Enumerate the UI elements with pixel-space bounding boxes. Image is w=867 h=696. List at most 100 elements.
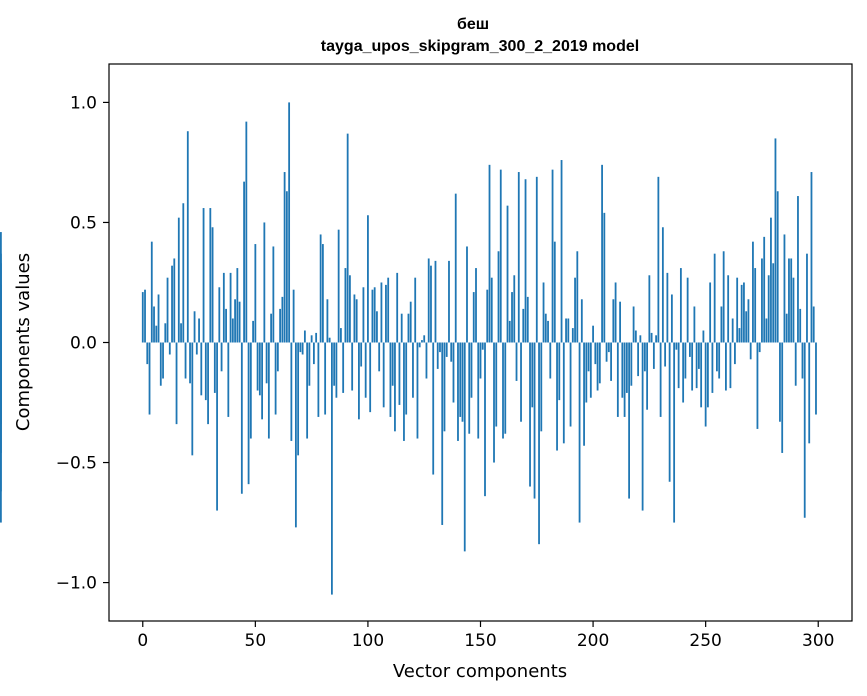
- bar: [470, 342, 473, 398]
- bar: [621, 342, 624, 398]
- bar: [315, 332, 318, 343]
- bar: [146, 342, 149, 365]
- bar: [412, 342, 414, 398]
- bar: [490, 277, 493, 343]
- bar: [684, 342, 687, 379]
- bar: [749, 342, 752, 360]
- bar: [770, 217, 772, 343]
- bar: [763, 236, 766, 343]
- bar: [592, 325, 594, 343]
- bar: [457, 342, 459, 441]
- bar: [520, 342, 522, 422]
- bar: [285, 191, 288, 343]
- bar: [358, 342, 360, 420]
- bar: [421, 340, 423, 343]
- bar: [394, 342, 396, 432]
- bar: [423, 335, 426, 343]
- bar: [682, 342, 685, 403]
- bar: [378, 342, 381, 372]
- bar: [396, 272, 399, 343]
- bar: [675, 342, 678, 350]
- bar: [297, 342, 300, 456]
- bar: [389, 342, 392, 417]
- bar: [806, 253, 808, 343]
- bar: [774, 138, 777, 343]
- bar: [481, 342, 484, 350]
- bar: [779, 342, 781, 422]
- bar: [144, 289, 146, 343]
- bar: [544, 313, 547, 343]
- bar: [148, 342, 151, 415]
- bar: [409, 301, 412, 343]
- bar: [141, 292, 144, 343]
- bar: [403, 342, 405, 441]
- bar: [515, 342, 518, 381]
- bar: [308, 342, 311, 386]
- bar: [382, 342, 385, 408]
- bar: [182, 203, 185, 343]
- bar: [335, 342, 338, 398]
- bar: [200, 342, 203, 396]
- bar: [612, 299, 615, 343]
- bar: [349, 275, 351, 343]
- bar: [655, 335, 658, 343]
- bar: [249, 342, 252, 439]
- bar: [213, 342, 216, 393]
- bar: [652, 342, 655, 369]
- bar: [234, 299, 236, 343]
- bar: [168, 342, 171, 355]
- bar: [538, 342, 540, 545]
- bar: [416, 342, 419, 439]
- bar: [522, 308, 525, 343]
- bar: [186, 131, 189, 343]
- bar: [725, 342, 727, 391]
- bar: [344, 268, 347, 343]
- bar: [371, 289, 374, 343]
- bar: [283, 172, 286, 343]
- bar: [290, 342, 293, 441]
- bar: [553, 241, 556, 343]
- bar: [346, 133, 349, 343]
- bar: [614, 282, 617, 343]
- bar: [713, 253, 716, 343]
- bar: [729, 342, 732, 389]
- bar: [310, 335, 313, 343]
- bar: [747, 299, 750, 343]
- bar: [529, 342, 531, 487]
- bar: [258, 342, 261, 396]
- bar: [414, 277, 417, 343]
- x-tick-label: 200: [577, 631, 609, 651]
- bar: [661, 227, 664, 343]
- bar: [204, 342, 207, 401]
- bar: [558, 342, 561, 401]
- bar: [439, 342, 441, 353]
- bar: [391, 342, 394, 386]
- bar: [362, 287, 365, 343]
- chart-subtitle: tayga_upos_skipgram_300_2_2019 model: [321, 38, 639, 55]
- bar: [761, 258, 763, 343]
- bar: [679, 268, 682, 343]
- bar: [306, 342, 309, 439]
- bar: [475, 268, 477, 343]
- bar: [265, 342, 268, 384]
- bar: [506, 205, 509, 343]
- bar: [231, 318, 234, 343]
- bar: [220, 342, 223, 372]
- bar: [540, 342, 543, 432]
- bar: [569, 342, 572, 427]
- bar: [472, 292, 475, 343]
- bar: [504, 342, 507, 434]
- chart-title: беш: [457, 16, 489, 33]
- bar: [738, 328, 741, 343]
- bar: [803, 342, 806, 518]
- bar: [598, 342, 601, 384]
- y-axis-label: Components values: [13, 253, 34, 431]
- bar: [731, 318, 734, 343]
- bar: [272, 246, 275, 343]
- bar: [441, 342, 444, 525]
- bar: [610, 342, 612, 381]
- bar: [294, 342, 297, 528]
- bar: [650, 332, 653, 343]
- bar: [589, 342, 592, 398]
